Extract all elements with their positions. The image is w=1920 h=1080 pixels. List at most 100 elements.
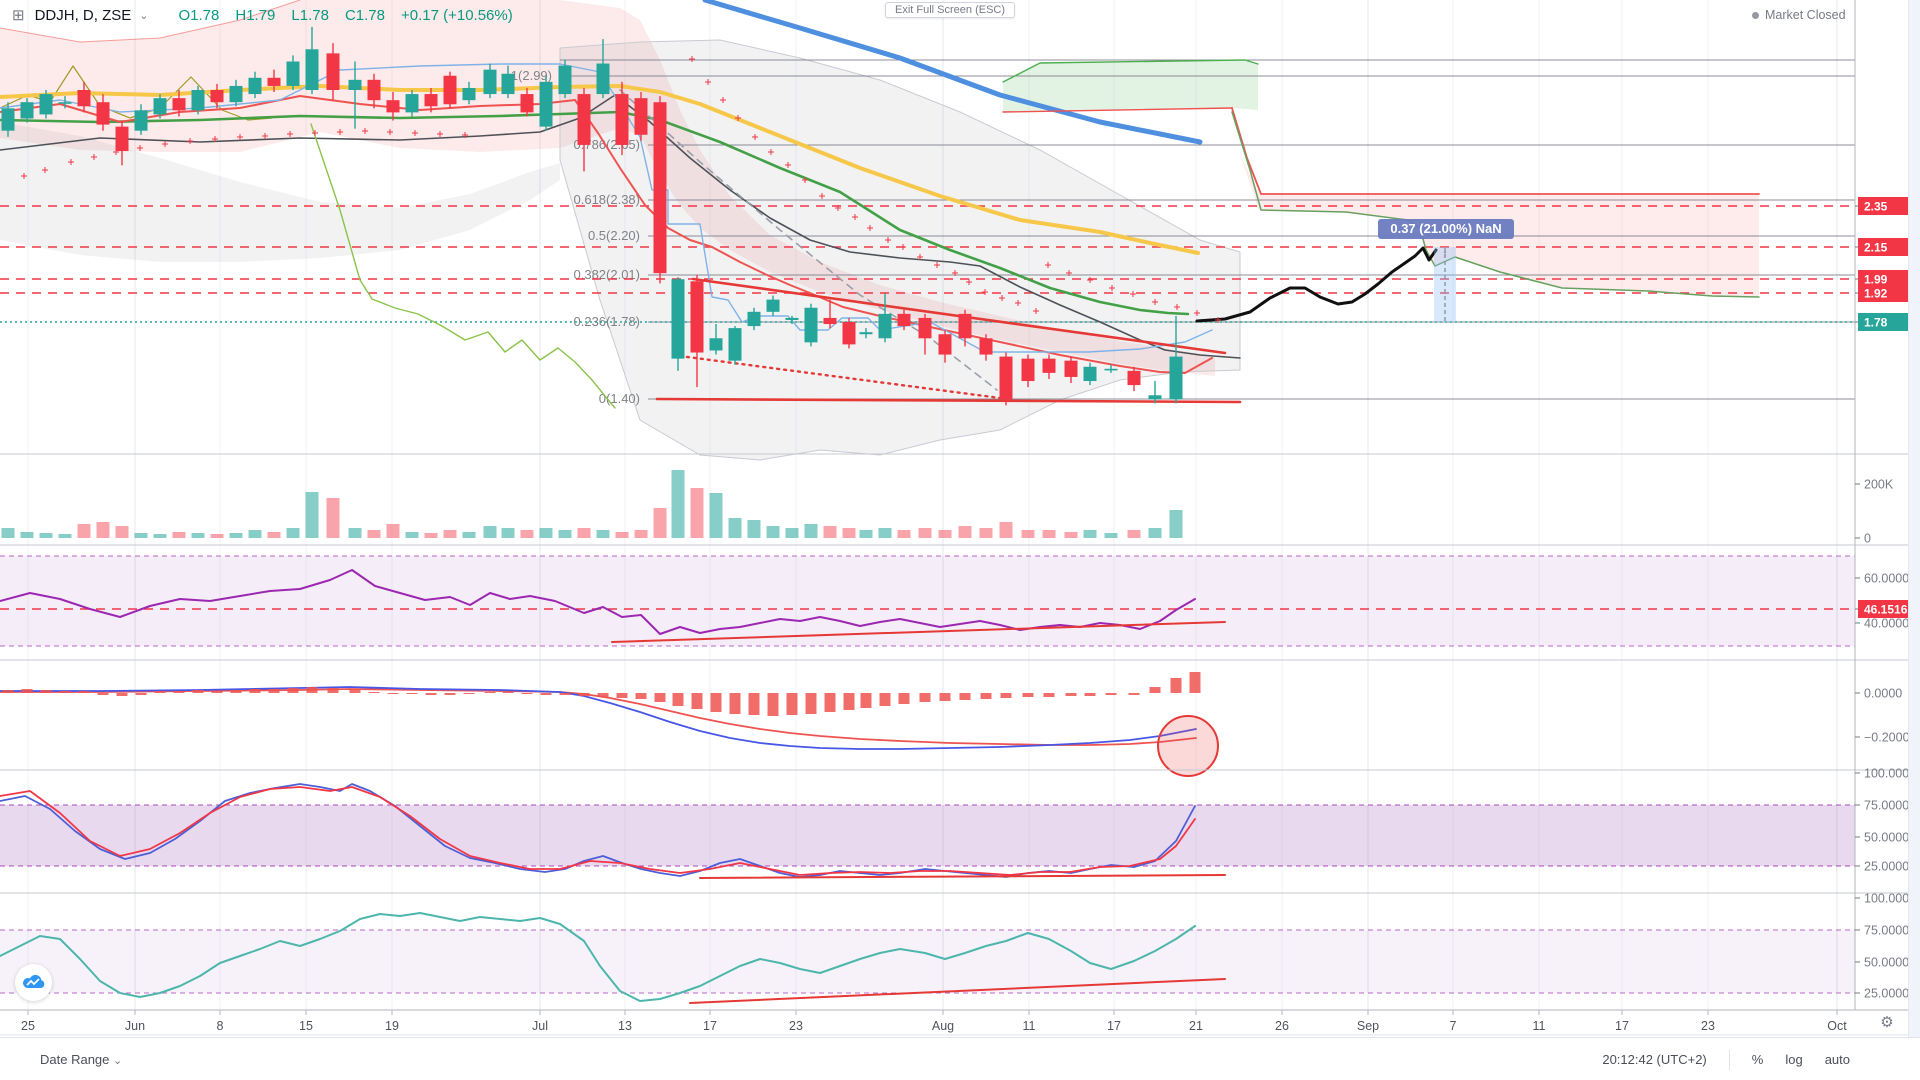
candle-body[interactable] bbox=[520, 94, 534, 113]
candle-body[interactable] bbox=[785, 317, 799, 320]
time-label[interactable]: 23 bbox=[789, 1019, 803, 1033]
candle-body[interactable] bbox=[842, 322, 856, 345]
scale-settings-button[interactable]: ⚙ bbox=[1880, 1014, 1894, 1031]
time-label[interactable]: 15 bbox=[299, 1019, 313, 1033]
time-label[interactable]: 7 bbox=[1450, 1019, 1457, 1033]
candle-body[interactable] bbox=[766, 299, 780, 312]
candle-body[interactable] bbox=[483, 69, 497, 95]
time-label[interactable]: 17 bbox=[703, 1019, 717, 1033]
candle-body[interactable] bbox=[1021, 358, 1035, 382]
macd-hist-bar bbox=[327, 688, 339, 693]
time-label[interactable]: 25 bbox=[21, 1019, 35, 1033]
log-scale-button[interactable]: log bbox=[1785, 1052, 1803, 1067]
time-label[interactable]: 23 bbox=[1701, 1019, 1715, 1033]
candle-body[interactable] bbox=[1169, 356, 1183, 400]
candle-body[interactable] bbox=[286, 61, 300, 86]
candle-body[interactable] bbox=[558, 65, 572, 95]
time-label[interactable]: 26 bbox=[1275, 1019, 1289, 1033]
candle-body[interactable] bbox=[938, 334, 952, 355]
symbol-title[interactable]: DDJH, D, ZSE bbox=[34, 6, 132, 24]
candle-body[interactable] bbox=[728, 328, 742, 361]
candle-body[interactable] bbox=[577, 94, 591, 145]
candle-body[interactable] bbox=[999, 356, 1013, 400]
candle-body[interactable] bbox=[305, 49, 319, 90]
time-label[interactable]: 11 bbox=[1023, 1019, 1036, 1033]
right-scroll-strip[interactable] bbox=[1908, 0, 1920, 1080]
ohlc-high: H1.79 bbox=[235, 6, 276, 24]
candle-body[interactable] bbox=[615, 94, 629, 145]
fib-level-label: 0.618(2.38) bbox=[574, 192, 641, 207]
candle-body[interactable] bbox=[424, 94, 438, 107]
candle-body[interactable] bbox=[709, 338, 723, 351]
time-label[interactable]: Sep bbox=[1357, 1019, 1379, 1033]
candle-body[interactable] bbox=[248, 77, 262, 95]
candle-body[interactable] bbox=[979, 338, 993, 355]
candle-body[interactable] bbox=[1148, 395, 1162, 400]
time-label[interactable]: 13 bbox=[618, 1019, 632, 1033]
candle-body[interactable] bbox=[958, 313, 972, 339]
candle-body[interactable] bbox=[191, 90, 205, 111]
candle-body[interactable] bbox=[1064, 360, 1078, 377]
candle-body[interactable] bbox=[115, 126, 129, 152]
candle-body[interactable] bbox=[859, 332, 873, 335]
candle-body[interactable] bbox=[634, 98, 648, 135]
candle-body[interactable] bbox=[405, 94, 419, 113]
watchlist-icon[interactable]: ⊞ bbox=[12, 7, 25, 24]
candle-body[interactable] bbox=[134, 110, 148, 131]
candle-body[interactable] bbox=[348, 79, 362, 90]
candle-body[interactable] bbox=[210, 90, 224, 103]
time-label[interactable]: 17 bbox=[1615, 1019, 1629, 1033]
candle-body[interactable] bbox=[1083, 366, 1097, 382]
candle-body[interactable] bbox=[897, 313, 911, 327]
candle-body[interactable] bbox=[671, 279, 685, 359]
measure-tooltip bbox=[1378, 219, 1514, 239]
date-range-button[interactable]: Date Range ⌄ bbox=[40, 1052, 123, 1067]
volume-bar bbox=[653, 508, 667, 538]
candle-body[interactable] bbox=[918, 317, 932, 339]
candle-body[interactable] bbox=[462, 87, 476, 101]
candle-body[interactable] bbox=[804, 307, 818, 343]
candle-body[interactable] bbox=[823, 317, 837, 325]
candle-body[interactable] bbox=[443, 75, 457, 105]
percent-scale-button[interactable]: % bbox=[1751, 1052, 1764, 1067]
candle-body[interactable] bbox=[747, 311, 761, 327]
candle-body[interactable] bbox=[539, 81, 553, 127]
candle-body[interactable] bbox=[267, 77, 281, 86]
chart-logo[interactable] bbox=[15, 964, 52, 1001]
candle-body[interactable] bbox=[77, 90, 91, 107]
candle-body[interactable] bbox=[96, 102, 110, 125]
time-label[interactable]: 17 bbox=[1107, 1019, 1121, 1033]
auto-scale-button[interactable]: auto bbox=[1824, 1052, 1850, 1067]
time-label[interactable]: Aug bbox=[932, 1019, 954, 1033]
candle-body[interactable] bbox=[878, 313, 892, 339]
macd-hist-bar bbox=[1149, 687, 1161, 693]
candle-body[interactable] bbox=[367, 79, 381, 101]
candle-body[interactable] bbox=[501, 73, 515, 95]
candle-body[interactable] bbox=[386, 100, 400, 113]
candle-body[interactable] bbox=[596, 63, 610, 95]
candle-body[interactable] bbox=[153, 98, 167, 115]
clock-label[interactable]: 20:12:42 (UTC+2) bbox=[1602, 1052, 1707, 1067]
candle-body[interactable] bbox=[690, 281, 704, 353]
time-label[interactable]: 19 bbox=[385, 1019, 399, 1033]
candle-body[interactable] bbox=[1042, 358, 1056, 373]
candle-body[interactable] bbox=[58, 102, 72, 104]
candle-body[interactable] bbox=[653, 102, 667, 274]
time-label[interactable]: 11 bbox=[1533, 1019, 1546, 1033]
chevron-down-icon[interactable]: ⌄ bbox=[139, 9, 149, 22]
time-label[interactable]: Jun bbox=[125, 1019, 145, 1033]
candle-body[interactable] bbox=[326, 53, 340, 90]
candle-body[interactable] bbox=[229, 85, 243, 103]
candle-body[interactable] bbox=[20, 102, 34, 119]
candle-body[interactable] bbox=[1, 108, 15, 131]
time-label[interactable]: 8 bbox=[217, 1019, 224, 1033]
volume-bar bbox=[596, 530, 610, 538]
time-label[interactable]: Jul bbox=[532, 1019, 548, 1033]
candle-body[interactable] bbox=[1104, 368, 1118, 371]
time-label[interactable]: 21 bbox=[1189, 1019, 1203, 1033]
time-label[interactable]: Oct bbox=[1827, 1019, 1847, 1033]
candle-body[interactable] bbox=[1127, 370, 1141, 386]
candle-body[interactable] bbox=[172, 98, 186, 111]
candle-body[interactable] bbox=[39, 94, 53, 115]
